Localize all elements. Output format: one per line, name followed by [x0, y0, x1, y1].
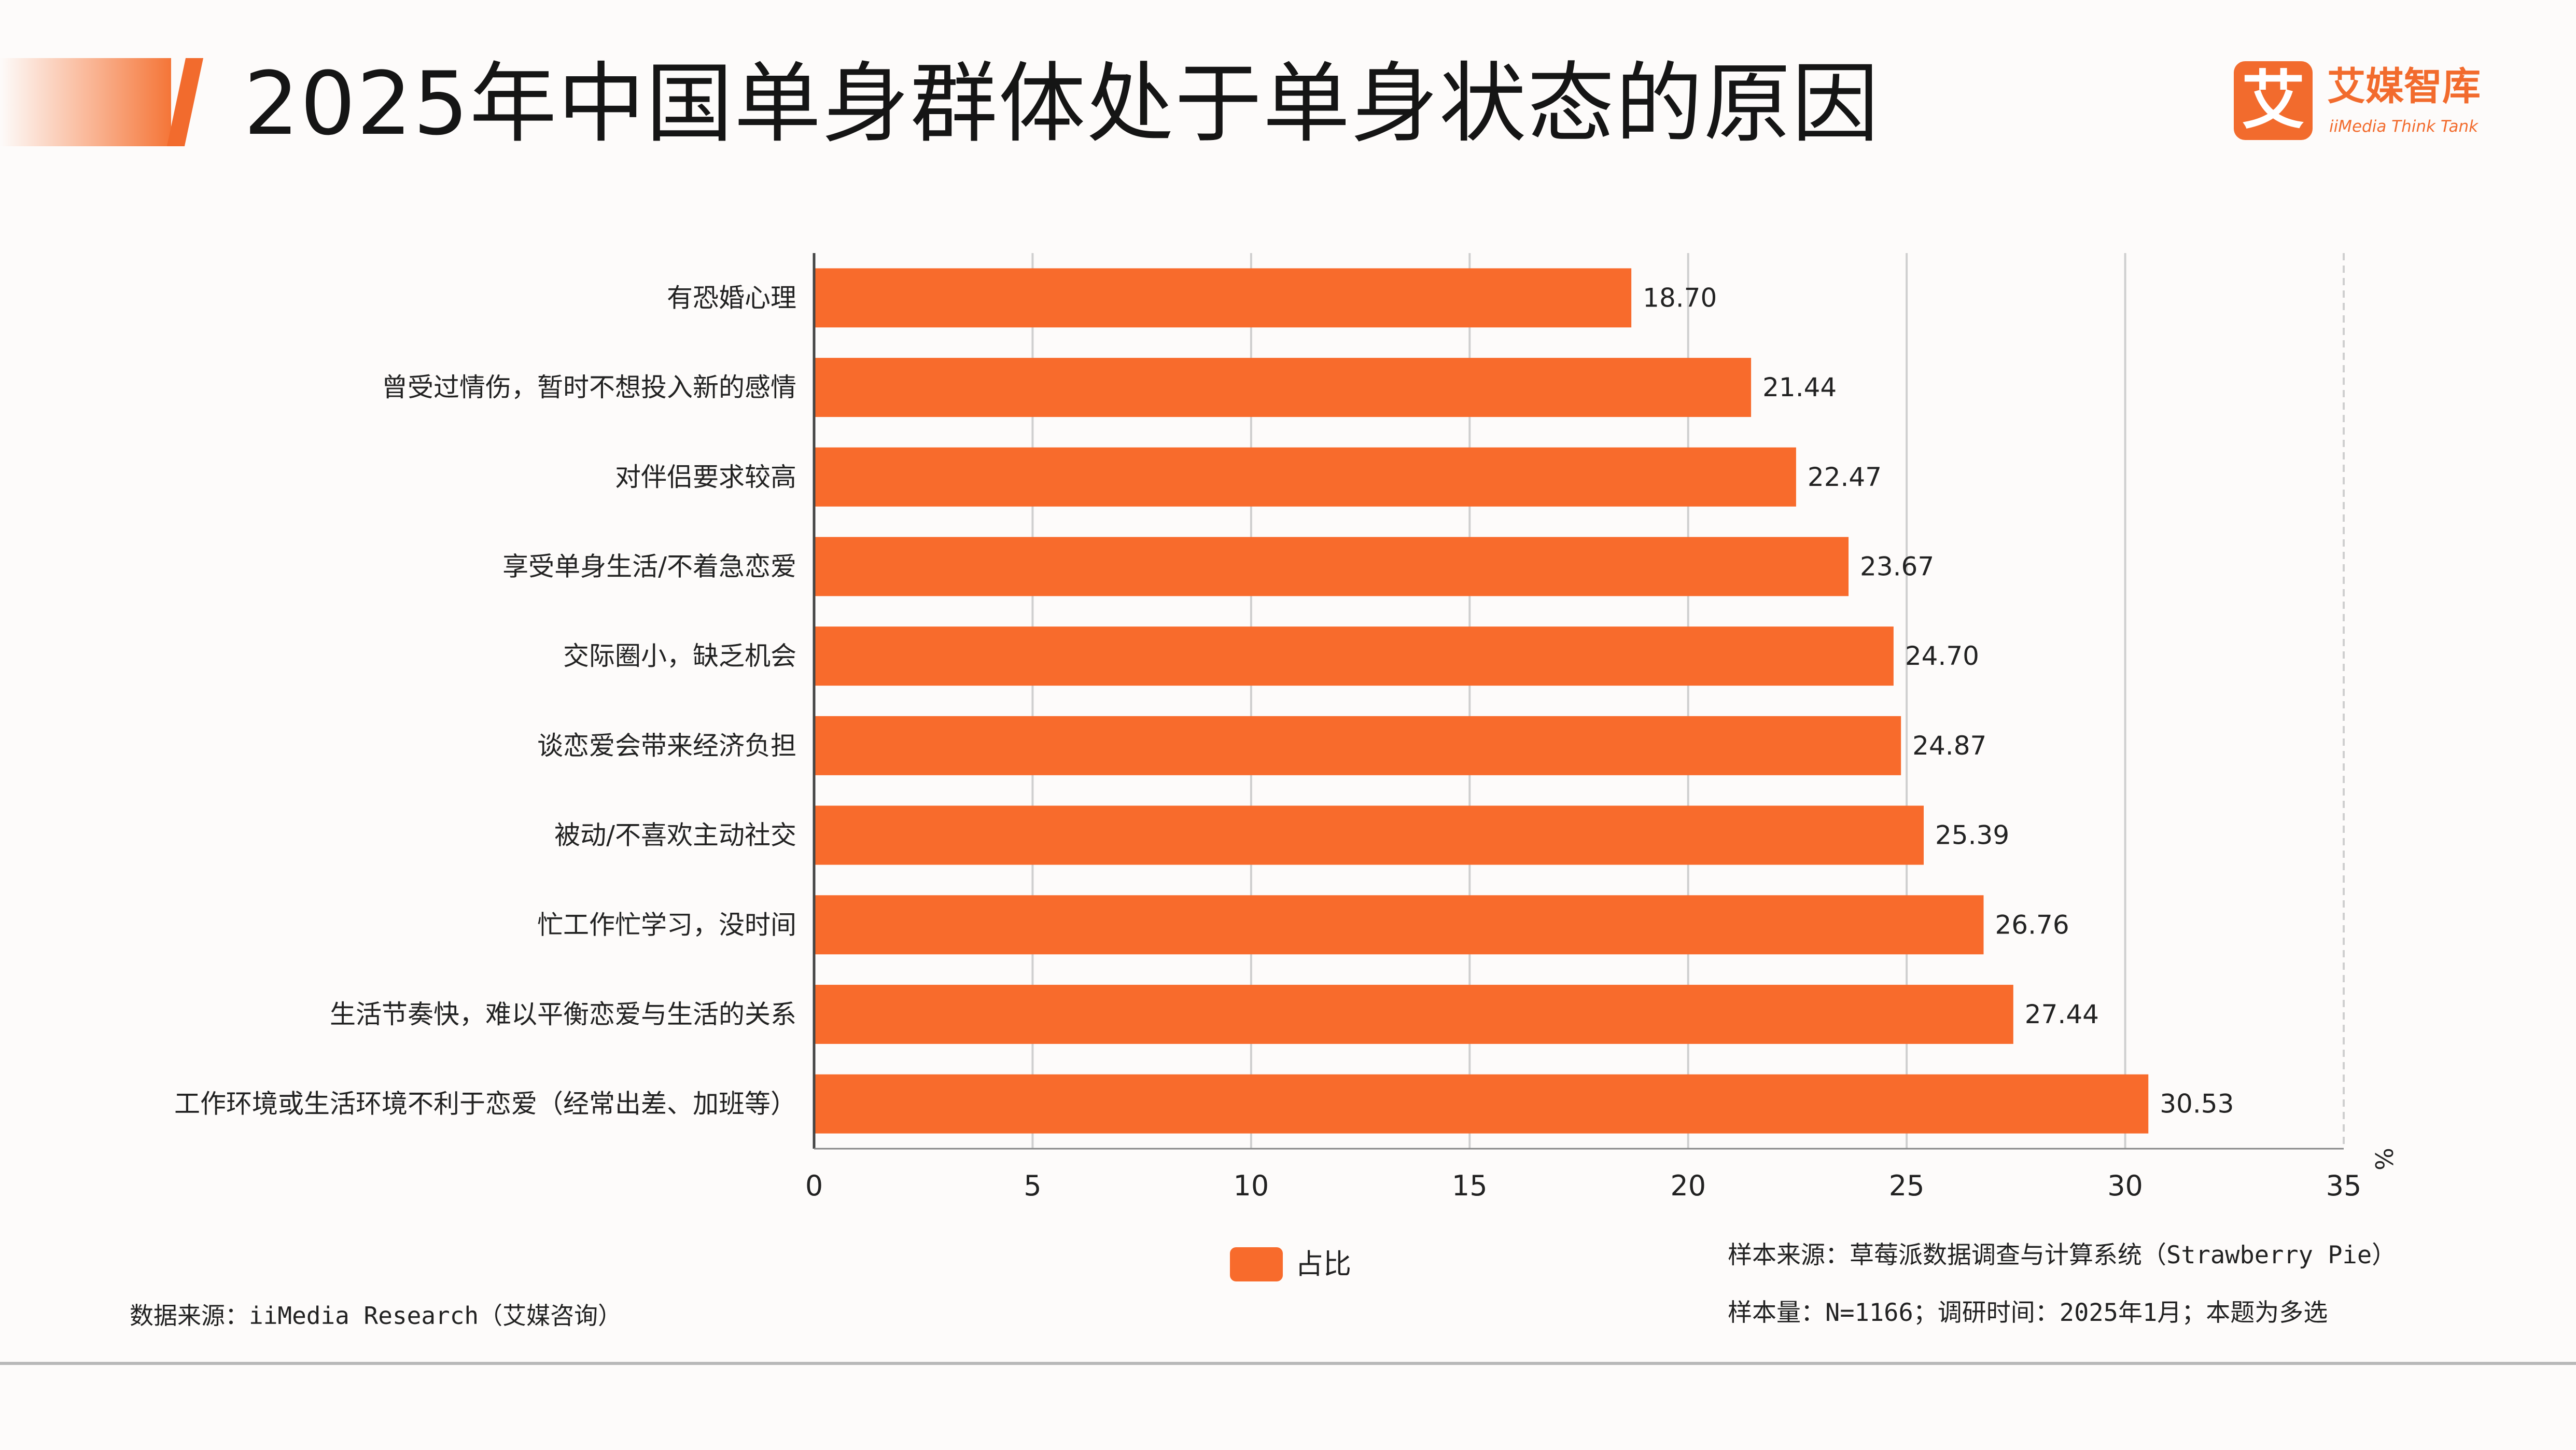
category-label: 工作环境或生活环境不利于恋爱（经常出差、加班等）: [174, 1089, 796, 1119]
value-label: 22.47: [1808, 462, 1882, 492]
bar: [814, 626, 1894, 686]
category-label: 享受单身生活/不着急恋爱: [502, 551, 796, 581]
bar: [814, 537, 1849, 596]
data-source-note: 数据来源：iiMedia Research（艾媒咨询）: [130, 1302, 622, 1330]
bar: [814, 358, 1752, 417]
legend-label: 占比: [1295, 1248, 1351, 1280]
bar: [814, 1074, 2149, 1134]
category-label: 交际圈小，缺乏机会: [563, 641, 796, 671]
x-tick-label: 20: [1670, 1169, 1706, 1202]
category-label: 对伴侣要求较高: [615, 462, 796, 492]
category-label: 生活节奏快，难以平衡恋爱与生活的关系: [330, 999, 796, 1029]
value-label: 25.39: [1935, 820, 2009, 851]
x-tick-label: 25: [1889, 1169, 1925, 1202]
bar: [814, 268, 1632, 328]
x-tick-label: 30: [2107, 1169, 2143, 1202]
footer-divider: [0, 1362, 2576, 1365]
bar: [814, 805, 1924, 865]
bar: [814, 984, 2013, 1044]
category-label: 有恐婚心理: [667, 283, 796, 313]
x-unit-label: %: [2371, 1148, 2399, 1170]
bar: [814, 716, 1901, 775]
value-label: 26.76: [1995, 910, 2069, 940]
brand-logo: 艾 艾媒智库 iiMedia Think Tank: [2234, 61, 2524, 149]
x-tick-label: 15: [1452, 1169, 1488, 1202]
category-label: 谈恋爱会带来经济负担: [537, 731, 796, 761]
logo-mark-icon: 艾: [2234, 61, 2313, 140]
value-label: 27.44: [2025, 999, 2099, 1029]
category-label: 被动/不喜欢主动社交: [554, 820, 796, 851]
x-tick-label: 5: [1024, 1169, 1041, 1202]
value-label: 23.67: [1860, 551, 1934, 581]
x-tick-label: 10: [1233, 1169, 1269, 1202]
page-title: 2025年中国单身群体处于单身状态的原因: [244, 53, 1880, 155]
category-label: 曾受过情伤，暂时不想投入新的感情: [382, 372, 796, 402]
logo-subtitle: iiMedia Think Tank: [2329, 117, 2479, 136]
sample-source-note: 样本来源：草莓派数据调查与计算系统（Strawberry Pie）: [1728, 1241, 2397, 1270]
logo-name: 艾媒智库: [2327, 64, 2481, 109]
value-label: 24.70: [1905, 641, 1979, 671]
x-tick-label: 0: [805, 1169, 823, 1202]
value-label: 24.87: [1912, 731, 1986, 761]
bar-chart: 有恐婚心理 18.70 曾受过情伤，暂时不想投入新的感情 21.44 对伴侣要求较高 22…: [174, 253, 2399, 1202]
bar: [814, 447, 1796, 507]
sample-size-note: 样本量：N=1166；调研时间：2025年1月；本题为多选: [1728, 1299, 2328, 1327]
x-tick-label: 35: [2326, 1169, 2362, 1202]
category-label: 忙工作忙学习，没时间: [537, 910, 796, 940]
value-label: 30.53: [2160, 1089, 2234, 1119]
value-label: 21.44: [1762, 372, 1837, 402]
legend-swatch: [1230, 1247, 1283, 1281]
header-accent-band: [0, 58, 171, 146]
value-label: 18.70: [1643, 283, 1717, 313]
bar: [814, 895, 1984, 955]
